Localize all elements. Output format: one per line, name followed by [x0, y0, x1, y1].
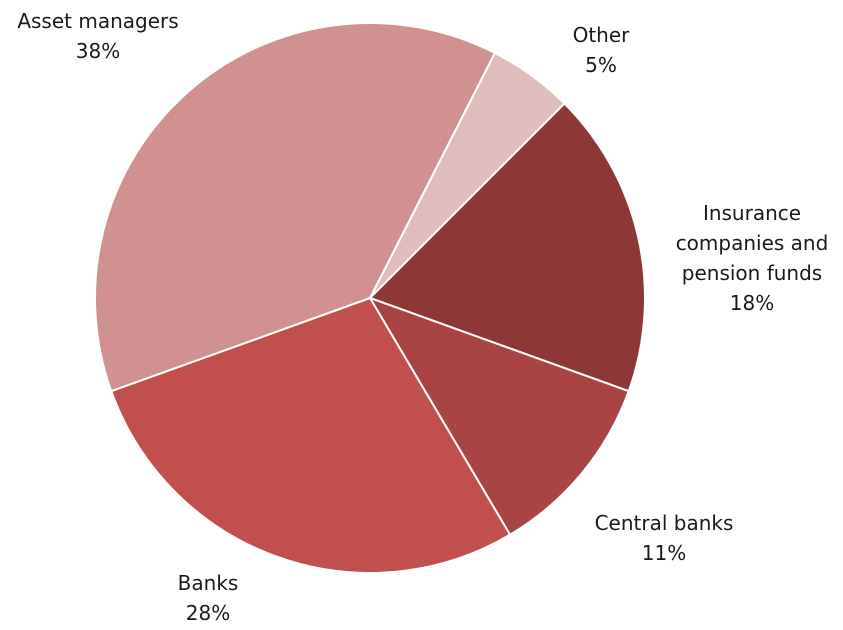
- pie-slice-asset-managers: [94, 22, 496, 393]
- pie-label-value: 11%: [642, 541, 686, 565]
- pie-label-name: Asset managers: [17, 9, 178, 33]
- pie-label-other: Other 5%: [573, 23, 631, 77]
- pie-label-value: 18%: [730, 291, 774, 315]
- pie-slices: [94, 22, 646, 574]
- pie-slice-insurance-companies-and-pension-funds: [369, 102, 646, 393]
- pie-slice-central-banks: [369, 297, 630, 536]
- pie-label-name: companies and: [676, 231, 829, 255]
- pie-slice-banks: [110, 297, 511, 574]
- pie-label-banks: Banks 28%: [178, 571, 239, 625]
- pie-label-central-banks: Central banks 11%: [595, 511, 734, 565]
- pie-label-value: 5%: [585, 53, 617, 77]
- pie-label-value: 28%: [186, 601, 230, 625]
- pie-label-name: Other: [573, 23, 631, 47]
- pie-label-name: Insurance: [703, 201, 801, 225]
- pie-label-name: Banks: [178, 571, 239, 595]
- pie-label-name: Central banks: [595, 511, 734, 535]
- pie-label-value: 38%: [76, 39, 120, 63]
- pie-label-name: pension funds: [682, 261, 822, 285]
- pie-label-insurance-companies-and-pension-funds: Insurance companies and pension funds 18%: [676, 201, 829, 315]
- pie-labels: Other 5% Insurance companies and pension fun…: [17, 9, 828, 625]
- pie-label-asset-managers: Asset managers 38%: [17, 9, 178, 63]
